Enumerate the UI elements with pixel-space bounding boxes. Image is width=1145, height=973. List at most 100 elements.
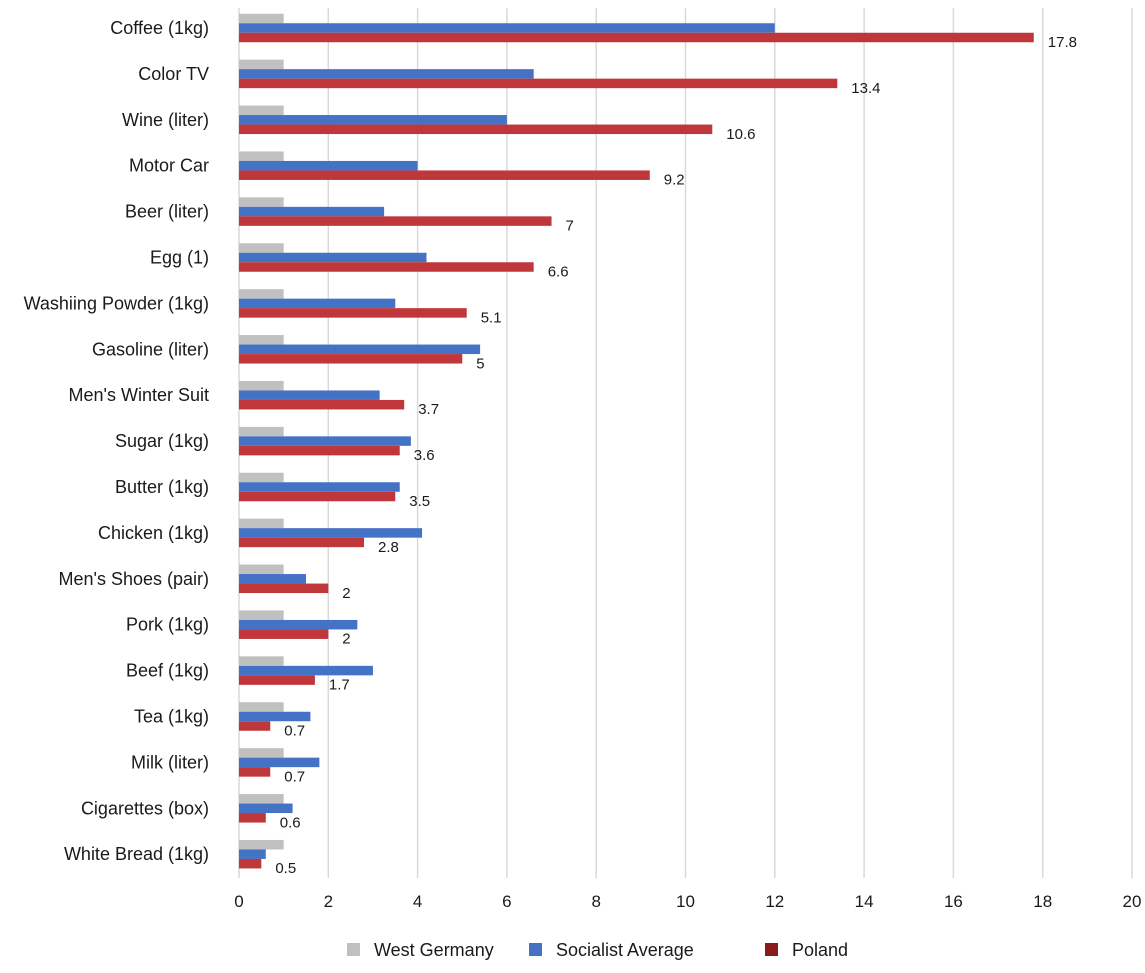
x-tick-label: 8 — [591, 892, 600, 911]
category-label: Coffee (1kg) — [110, 18, 209, 38]
bar-west-germany — [239, 151, 284, 161]
data-label: 5 — [476, 355, 484, 372]
bar-west-germany — [239, 748, 284, 758]
bar-poland — [239, 675, 315, 685]
bar-west-germany — [239, 243, 284, 253]
bar-socialist-average — [239, 390, 380, 400]
bar-poland — [239, 767, 271, 777]
bar-poland — [239, 32, 1034, 43]
bar-west-germany — [239, 839, 284, 850]
category-label: Tea (1kg) — [134, 707, 209, 727]
bar-socialist-average — [239, 436, 411, 446]
x-tick-label: 18 — [1033, 892, 1052, 911]
category-label: Men's Shoes (pair) — [59, 569, 210, 589]
category-label: Gasoline (liter) — [92, 339, 209, 359]
bar-poland — [239, 216, 552, 226]
bar-poland — [239, 813, 266, 823]
legend-label: West Germany — [374, 940, 494, 960]
bar-socialist-average — [239, 757, 320, 768]
bar-socialist-average — [239, 344, 481, 355]
x-tick-label: 16 — [944, 892, 963, 911]
data-label: 2 — [342, 631, 350, 648]
bar-poland — [239, 170, 650, 180]
data-label: 7 — [566, 218, 574, 235]
legend-swatch — [347, 943, 360, 956]
bar-poland — [239, 399, 405, 410]
data-label: 17.8 — [1048, 34, 1077, 51]
category-label: Men's Winter Suit — [69, 385, 209, 405]
bar-west-germany — [239, 472, 284, 483]
bar-west-germany — [239, 197, 284, 207]
data-label: 9.2 — [664, 172, 685, 189]
bar-socialist-average — [239, 849, 266, 859]
bar-west-germany — [239, 656, 284, 666]
data-label: 2 — [342, 585, 350, 602]
data-label: 1.7 — [329, 677, 350, 694]
bar-west-germany — [239, 289, 284, 299]
bar-poland — [239, 308, 467, 318]
bar-poland — [239, 354, 463, 364]
legend-swatch — [765, 943, 778, 956]
category-label: Wine (liter) — [122, 110, 209, 130]
data-label: 0.7 — [284, 723, 305, 740]
data-label: 0.6 — [280, 814, 301, 831]
bar-socialist-average — [239, 619, 358, 630]
bar-poland — [239, 721, 271, 731]
bar-socialist-average — [239, 711, 311, 722]
category-label: Beer (liter) — [125, 202, 209, 222]
bar-poland — [239, 262, 534, 272]
bar-west-germany — [239, 610, 284, 620]
data-label: 3.5 — [409, 493, 430, 510]
bar-poland — [239, 491, 396, 502]
bar-socialist-average — [239, 574, 306, 584]
x-tick-label: 6 — [502, 892, 511, 911]
category-label: White Bread (1kg) — [64, 844, 209, 864]
bar-poland — [239, 78, 838, 89]
data-label: 0.5 — [275, 860, 296, 877]
legend-label: Poland — [792, 940, 848, 960]
x-tick-label: 0 — [234, 892, 243, 911]
bar-socialist-average — [239, 252, 427, 263]
bar-socialist-average — [239, 69, 534, 79]
legend-swatch — [529, 943, 542, 956]
category-label: Color TV — [138, 64, 209, 84]
x-tick-label: 12 — [765, 892, 784, 911]
category-label: Pork (1kg) — [126, 615, 209, 635]
bar-west-germany — [239, 564, 284, 575]
bar-socialist-average — [239, 803, 293, 814]
bar-west-germany — [239, 105, 284, 116]
bar-west-germany — [239, 59, 284, 70]
category-label: Milk (liter) — [131, 752, 209, 772]
x-tick-label: 10 — [676, 892, 695, 911]
bar-socialist-average — [239, 528, 423, 538]
legend-label: Socialist Average — [556, 940, 694, 960]
x-tick-label: 20 — [1123, 892, 1142, 911]
bar-socialist-average — [239, 23, 775, 33]
data-label: 0.7 — [284, 768, 305, 785]
bar-west-germany — [239, 426, 284, 437]
bar-west-germany — [239, 518, 284, 529]
bar-west-germany — [239, 794, 284, 804]
x-tick-label: 14 — [855, 892, 874, 911]
category-label: Egg (1) — [150, 248, 209, 268]
bar-socialist-average — [239, 298, 396, 309]
bar-west-germany — [239, 702, 284, 712]
x-tick-label: 2 — [324, 892, 333, 911]
data-label: 6.6 — [548, 264, 569, 281]
data-label: 13.4 — [851, 80, 880, 97]
category-label: Motor Car — [129, 156, 209, 176]
category-label: Chicken (1kg) — [98, 523, 209, 543]
data-label: 5.1 — [481, 309, 502, 326]
bar-socialist-average — [239, 665, 373, 676]
category-label: Beef (1kg) — [126, 661, 209, 681]
bar-socialist-average — [239, 482, 400, 492]
x-tick-label: 4 — [413, 892, 422, 911]
bar-west-germany — [239, 380, 284, 391]
bar-west-germany — [239, 13, 284, 24]
bar-poland — [239, 583, 329, 594]
data-label: 3.6 — [414, 447, 435, 464]
bar-poland — [239, 858, 262, 869]
bar-socialist-average — [239, 206, 385, 217]
bar-west-germany — [239, 335, 284, 345]
